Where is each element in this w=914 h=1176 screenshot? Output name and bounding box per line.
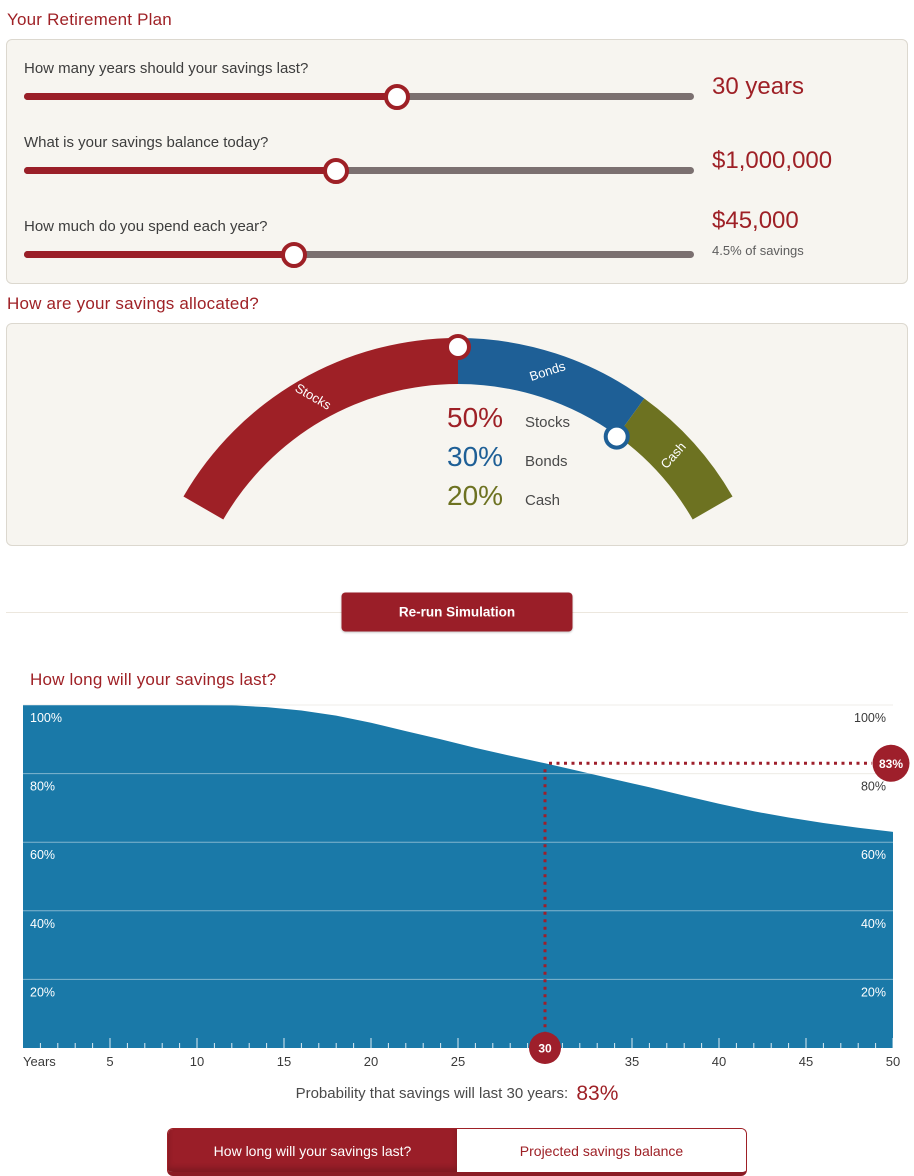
tab-projected-balance[interactable]: Projected savings balance — [457, 1129, 746, 1173]
y-axis-label-right: 80% — [861, 780, 886, 794]
allocation-panel: Stocks Bonds Cash 50% Stocks 30% Bonds 20% Cash — [6, 323, 908, 547]
y-axis-label-right: 100% — [854, 711, 886, 725]
rerun-simulation-button[interactable]: Re-run Simulation — [341, 592, 573, 632]
spending-value: $45,000 — [712, 207, 799, 234]
y-axis-label-left: 80% — [30, 780, 55, 794]
page-title: Your Retirement Plan — [7, 10, 172, 29]
chart-title: How long will your savings last? — [30, 670, 277, 690]
y-axis-label-left: 20% — [30, 986, 55, 1000]
legend-percent: 30% — [447, 441, 504, 473]
x-axis-label: 10 — [190, 1054, 204, 1069]
allocation-legend: 50% Stocks 30% Bonds 20% Cash — [447, 402, 570, 519]
x-axis-label: 20 — [364, 1054, 378, 1069]
gauge-segment-stocks — [183, 338, 458, 520]
balance-slider-track[interactable] — [24, 157, 694, 184]
spending-slider-track[interactable] — [24, 241, 694, 268]
probability-badge — [872, 745, 910, 783]
years-slider-fill — [24, 93, 398, 100]
x-axis-label: 45 — [799, 1054, 813, 1069]
stocks-bonds-handle[interactable] — [445, 334, 471, 361]
x-axis-title: Years — [23, 1054, 56, 1069]
slider-row-spending: How much do you spend each year? $45,000… — [24, 207, 890, 268]
balance-slider-handle[interactable] — [323, 157, 350, 184]
y-axis-label-right: 40% — [861, 917, 886, 931]
years-value: 30 years — [712, 72, 805, 100]
x-axis-label: 40 — [712, 1054, 726, 1069]
spending-slider-fill — [24, 251, 294, 259]
spending-slider-handle[interactable] — [281, 241, 307, 268]
legend-label: Stocks — [525, 414, 571, 432]
probability-note-text: Probability that savings will last 30 ye… — [295, 1085, 569, 1103]
rerun-section: Re-run Simulation — [6, 574, 908, 650]
legend-row-cash: 20% Cash — [447, 480, 570, 512]
probability-note: Probability that savings will last 30 ye… — [0, 1082, 914, 1106]
y-axis-label-left: 60% — [30, 849, 55, 863]
x-axis-label: 15 — [277, 1054, 291, 1069]
slider-row-balance: What is your savings balance today? $1,0… — [24, 134, 890, 184]
x-axis-label: 50 — [886, 1054, 900, 1069]
legend-row-bonds: 30% Bonds — [447, 441, 570, 473]
spending-question: How much do you spend each year? — [24, 218, 268, 236]
x-axis-label: 5 — [106, 1054, 113, 1069]
probability-area — [23, 705, 893, 1049]
probability-badge-text: 83% — [879, 757, 903, 771]
probability-note-value: 83% — [576, 1082, 619, 1106]
x-axis-label: 35 — [625, 1054, 639, 1069]
tab-savings-last[interactable]: How long will your savings last? — [168, 1129, 457, 1173]
years-question: How many years should your savings last? — [24, 60, 309, 77]
legend-label: Bonds — [525, 453, 568, 471]
years-slider-track[interactable] — [24, 83, 694, 110]
allocation-title: How are your savings allocated? — [7, 294, 259, 314]
retirement-plan-panel: How many years should your savings last?… — [6, 39, 908, 285]
y-axis-label-right: 60% — [861, 849, 886, 863]
allocation-gauge: Stocks Bonds Cash — [183, 334, 733, 520]
y-axis-label-left: 40% — [30, 917, 55, 931]
bonds-cash-handle[interactable] — [603, 423, 630, 450]
year-badge — [529, 1032, 561, 1065]
result-tabs: How long will your savings last? Project… — [167, 1128, 747, 1176]
y-axis-label-right: 20% — [861, 986, 886, 1000]
spending-caption: 4.5% of savings — [712, 243, 804, 259]
probability-area-chart: 20% 20% 40% 40% 60% 60% 80% 80% 100% 100% Years 5 10… — [23, 704, 910, 1069]
legend-percent: 50% — [447, 402, 504, 434]
y-axis-label-left: 100% — [30, 711, 62, 725]
gauge-segment-bonds — [458, 338, 645, 437]
balance-value: $1,000,000 — [712, 146, 833, 174]
gauge-segment-cash — [617, 398, 733, 520]
year-badge-text: 30 — [538, 1042, 552, 1056]
balance-slider-fill — [24, 167, 337, 174]
x-axis-label: 25 — [451, 1054, 465, 1069]
balance-question: What is your savings balance today? — [24, 134, 269, 151]
legend-row-stocks: 50% Stocks — [447, 402, 570, 434]
years-slider-handle[interactable] — [384, 83, 411, 110]
legend-label: Cash — [525, 492, 561, 510]
legend-percent: 20% — [447, 480, 504, 512]
slider-row-years: How many years should your savings last?… — [24, 60, 890, 110]
